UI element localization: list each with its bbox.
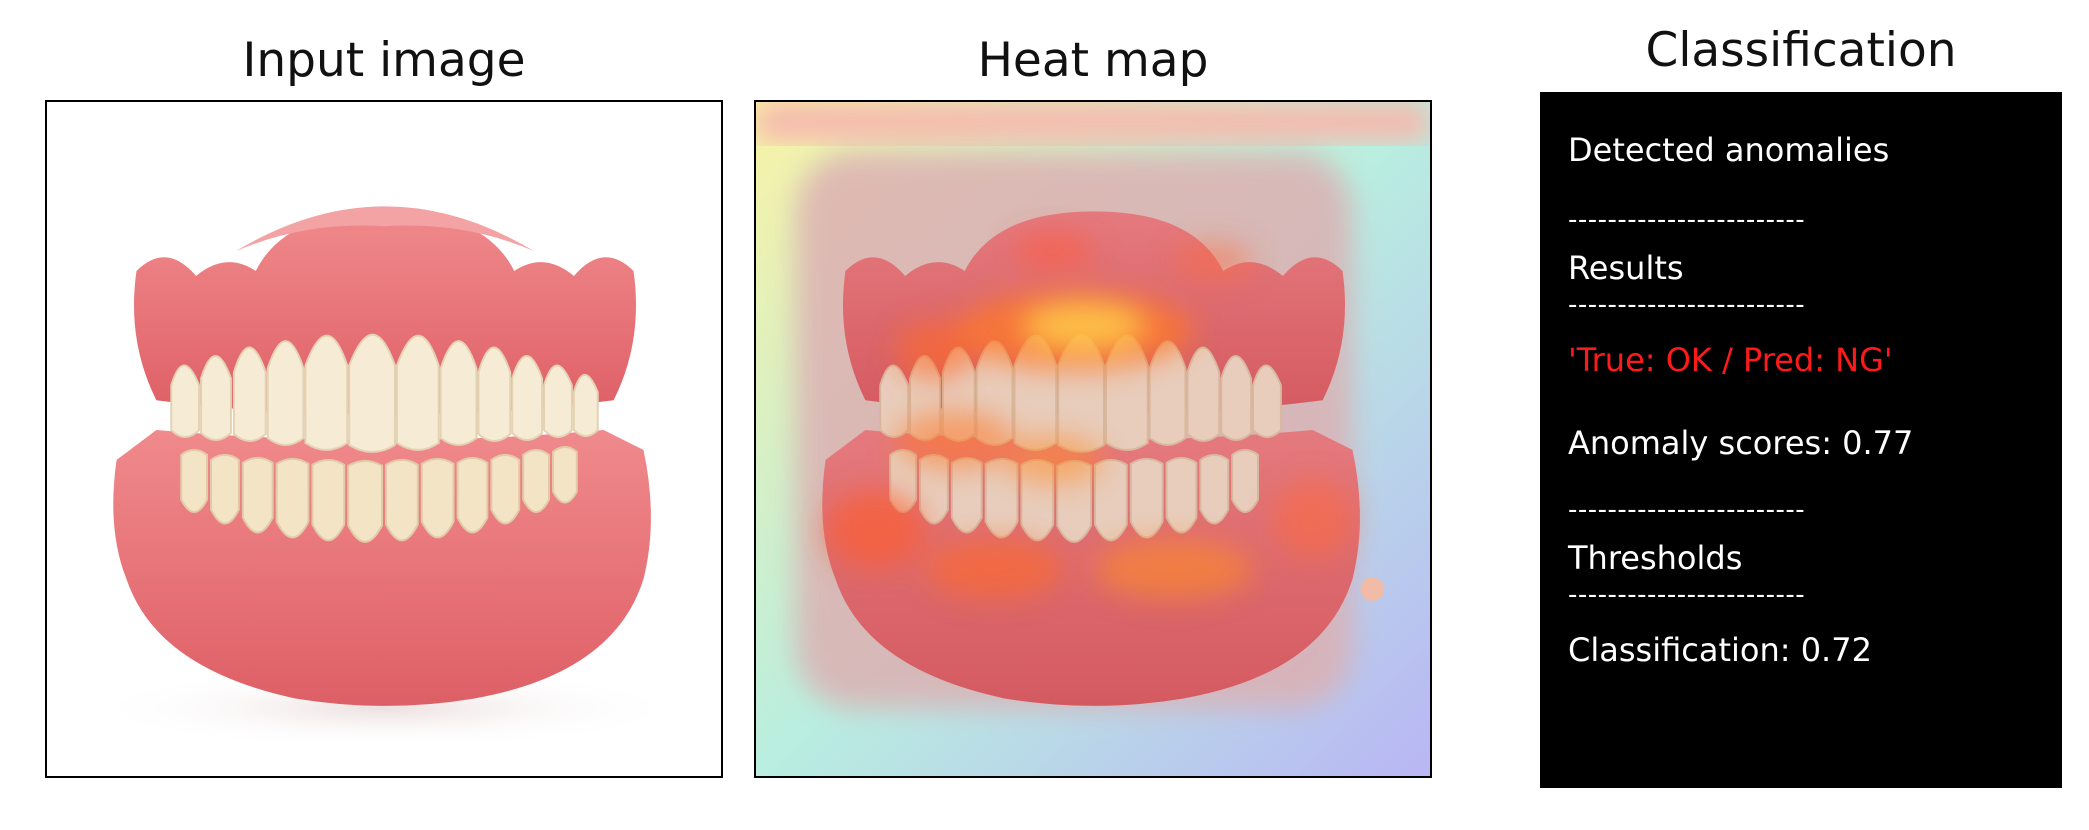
classification-panel: Detected anomalies ---------------------… bbox=[1540, 92, 2062, 788]
heat-map-panel bbox=[754, 100, 1432, 778]
heat-map-image bbox=[756, 102, 1430, 776]
thresholds-label: Thresholds bbox=[1568, 539, 1743, 577]
separator-1: ------------------------ bbox=[1568, 205, 1806, 235]
separator-3: ------------------------ bbox=[1568, 495, 1806, 525]
input-image-panel bbox=[45, 100, 723, 778]
classification-threshold-text: Classification: 0.72 bbox=[1568, 631, 1872, 669]
prediction-text: 'True: OK / Pred: NG' bbox=[1568, 341, 1893, 379]
results-label: Results bbox=[1568, 249, 1684, 287]
detected-anomalies-label: Detected anomalies bbox=[1568, 131, 1890, 169]
anomaly-scores-text: Anomaly scores: 0.77 bbox=[1568, 424, 1914, 462]
separator-4: ------------------------ bbox=[1568, 580, 1806, 610]
heat-map-title: Heat map bbox=[977, 33, 1209, 88]
classification-title: Classification bbox=[1645, 23, 1957, 78]
denture-image bbox=[47, 102, 721, 776]
separator-2: ------------------------ bbox=[1568, 290, 1806, 320]
input-image-title: Input image bbox=[242, 33, 526, 88]
